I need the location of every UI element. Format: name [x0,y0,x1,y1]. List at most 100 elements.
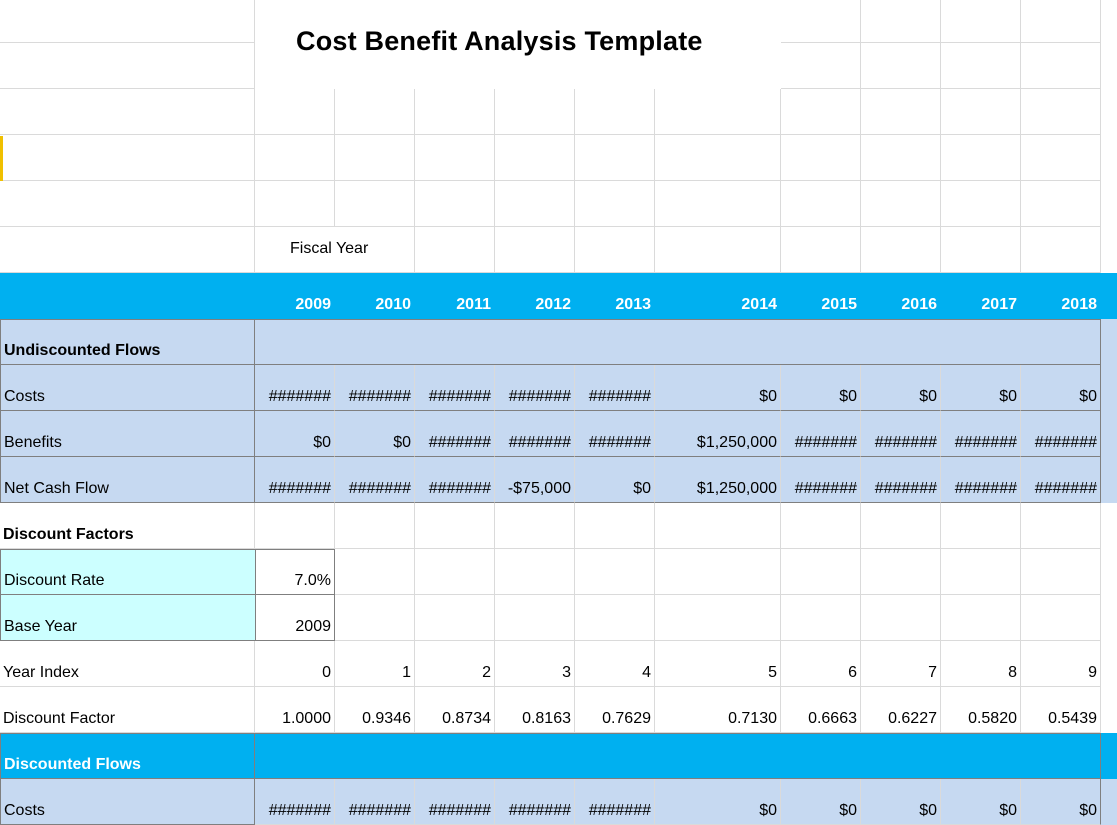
value-cell[interactable]: ####### [495,411,575,457]
value-cell[interactable]: ####### [1021,411,1101,457]
cell[interactable] [861,135,941,181]
year-header[interactable]: 2015 [821,296,857,313]
cell[interactable] [495,227,575,273]
fiscal-year-label[interactable]: Fiscal Year [255,227,415,273]
cell[interactable] [655,549,781,595]
cell[interactable] [335,89,415,135]
value-cell[interactable]: 7 [861,641,941,687]
cell[interactable] [1021,0,1101,43]
cell[interactable] [655,181,781,227]
section-title[interactable]: Discounted Flows [0,733,255,779]
header-blank-cell[interactable] [0,273,255,319]
cell[interactable] [335,181,415,227]
value-cell[interactable]: $0 [861,779,941,825]
value-cell[interactable]: $0 [781,779,861,825]
section-title[interactable]: Discount Factors [0,503,255,549]
cell[interactable] [861,0,941,43]
value-cell[interactable]: 9 [1021,641,1101,687]
value-cell[interactable]: 0.7130 [655,687,781,733]
cell[interactable] [255,181,335,227]
row-label[interactable]: Benefits [0,411,255,457]
cell[interactable] [495,595,575,641]
value-cell[interactable]: ####### [575,411,655,457]
cell[interactable] [335,595,415,641]
cell[interactable] [781,595,861,641]
cell[interactable] [861,43,941,89]
cell[interactable] [335,549,415,595]
value-cell[interactable]: 2 [415,641,495,687]
cell[interactable] [655,89,781,135]
cell[interactable] [941,227,1021,273]
value-cell[interactable]: 0.9346 [335,687,415,733]
value-cell[interactable]: ####### [335,779,415,825]
cell[interactable] [415,135,495,181]
cell[interactable] [0,135,255,181]
cell[interactable] [255,135,335,181]
cell[interactable] [0,227,255,273]
value-cell[interactable]: -$75,000 [495,457,575,503]
cell[interactable] [941,503,1021,549]
row-label[interactable]: Net Cash Flow [0,457,255,503]
cell[interactable] [861,89,941,135]
value-cell[interactable]: ####### [781,411,861,457]
cell[interactable] [1021,89,1101,135]
value-cell[interactable]: ####### [335,365,415,411]
value-cell[interactable]: 8 [941,641,1021,687]
value-cell[interactable]: $0 [1021,365,1101,411]
cell[interactable] [941,0,1021,43]
cell[interactable] [655,503,781,549]
cell[interactable] [575,227,655,273]
row-label[interactable]: Base Year [0,595,255,641]
discount-rate-input[interactable]: 7.0% [255,549,335,595]
cell[interactable] [415,89,495,135]
cell[interactable] [781,89,861,135]
cell[interactable] [781,549,861,595]
cell[interactable] [495,135,575,181]
cell[interactable] [575,135,655,181]
year-header[interactable]: 2013 [615,296,651,313]
cell[interactable] [1021,549,1101,595]
value-cell[interactable]: ####### [415,457,495,503]
cell[interactable] [495,549,575,595]
year-header[interactable]: 2009 [295,296,331,313]
value-cell[interactable]: 4 [575,641,655,687]
value-cell[interactable]: ####### [255,779,335,825]
row-label[interactable]: Year Index [0,641,255,687]
value-cell[interactable]: 1 [335,641,415,687]
section-band[interactable] [255,733,1101,779]
cell[interactable] [861,227,941,273]
value-cell[interactable]: $0 [781,365,861,411]
cell[interactable] [1021,43,1101,89]
value-cell[interactable]: $0 [941,365,1021,411]
value-cell[interactable]: $0 [861,365,941,411]
cell[interactable] [655,227,781,273]
value-cell[interactable]: $0 [575,457,655,503]
year-header[interactable]: 2010 [375,296,411,313]
cell[interactable] [495,503,575,549]
value-cell[interactable]: ####### [335,457,415,503]
cell[interactable] [0,0,255,43]
value-cell[interactable]: $1,250,000 [655,457,781,503]
cell[interactable] [861,503,941,549]
cell[interactable] [0,89,255,135]
cell[interactable] [0,181,255,227]
value-cell[interactable]: ####### [415,411,495,457]
value-cell[interactable]: 0.8734 [415,687,495,733]
value-cell[interactable]: $0 [655,365,781,411]
cell[interactable] [941,135,1021,181]
cell[interactable] [1021,135,1101,181]
value-cell[interactable]: $0 [335,411,415,457]
year-header[interactable]: 2011 [456,296,491,313]
cell[interactable] [861,595,941,641]
cell[interactable] [781,43,861,89]
cell[interactable] [575,89,655,135]
value-cell[interactable]: ####### [415,779,495,825]
value-cell[interactable]: $0 [1021,779,1101,825]
cell[interactable] [495,89,575,135]
cell[interactable] [0,43,255,89]
cell[interactable] [781,0,861,43]
cell[interactable] [781,181,861,227]
cell[interactable] [575,549,655,595]
base-year-input[interactable]: 2009 [255,595,335,641]
section-title[interactable]: Undiscounted Flows [0,319,255,365]
